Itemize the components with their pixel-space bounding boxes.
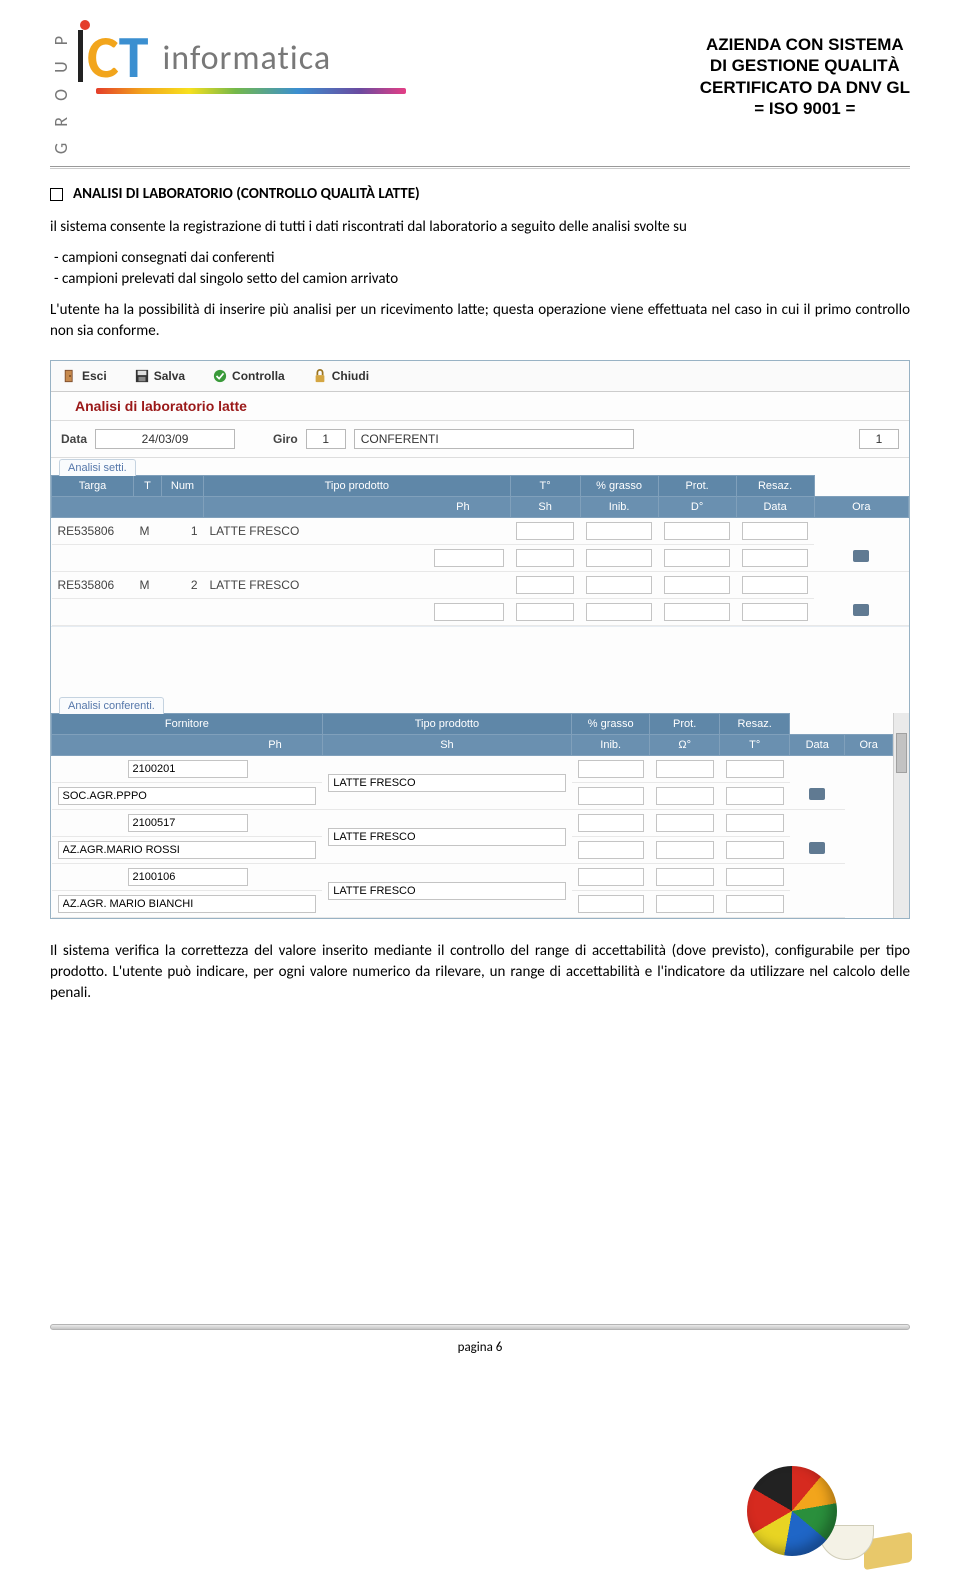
giro-label: Giro	[273, 432, 298, 446]
resaz-input[interactable]	[742, 576, 808, 594]
giro-input[interactable]	[306, 429, 346, 449]
print-icon[interactable]	[853, 550, 869, 562]
resaz-input[interactable]	[742, 522, 808, 540]
checkbox-icon	[50, 188, 63, 201]
window-title: Analisi di laboratorio latte	[51, 392, 909, 421]
print-icon[interactable]	[809, 788, 825, 800]
table-row[interactable]	[52, 810, 893, 837]
d-input[interactable]	[664, 549, 730, 567]
scroll-thumb[interactable]	[896, 733, 907, 773]
table-row[interactable]	[52, 756, 893, 783]
sh-input[interactable]	[516, 549, 574, 567]
page-header: G R O U P C T informatica AZIENDA CON SI…	[50, 30, 910, 158]
inib-input[interactable]	[578, 895, 644, 913]
floppy-icon	[135, 369, 149, 383]
globe-icon	[747, 1466, 837, 1556]
grasso-input[interactable]	[578, 814, 644, 832]
list-item: campioni prelevati dal singolo setto del…	[70, 269, 910, 290]
om-input[interactable]	[656, 787, 714, 805]
footer-divider	[50, 1324, 910, 1330]
ph-input[interactable]	[434, 603, 504, 621]
prot-input[interactable]	[656, 814, 714, 832]
code-input[interactable]	[128, 814, 248, 832]
num-input[interactable]	[859, 429, 899, 449]
paragraph-2: L'utente ha la possibilità di inserire p…	[50, 300, 910, 342]
scrollbar[interactable]	[893, 713, 909, 918]
print-icon[interactable]	[809, 842, 825, 854]
data-input[interactable]	[742, 603, 808, 621]
resaz-input[interactable]	[726, 760, 784, 778]
data-label: Data	[61, 432, 87, 446]
certification-block: AZIENDA CON SISTEMA DI GESTIONE QUALITÀ …	[700, 30, 910, 119]
logo-text: informatica	[162, 38, 331, 79]
close-button[interactable]: Chiudi	[313, 369, 369, 383]
section-title: ANALISI DI LABORATORIO (CONTROLLO QUALIT…	[50, 185, 910, 203]
table-row[interactable]	[52, 864, 893, 891]
intro-paragraph: il sistema consente la registrazione di …	[50, 217, 910, 238]
footer-illustration	[747, 1466, 940, 1556]
inib-input[interactable]	[578, 841, 644, 859]
header-divider	[50, 166, 910, 167]
tab-conferenti[interactable]: Analisi conferenti.	[59, 697, 164, 714]
type-input[interactable]	[354, 429, 634, 449]
bullet-list: campioni consegnati dai conferenti campi…	[70, 248, 910, 290]
prot-input[interactable]	[664, 576, 730, 594]
prot-input[interactable]	[664, 522, 730, 540]
grid-conferenti: Fornitore Tipo prodotto % grasso Prot. R…	[51, 713, 893, 918]
grasso-input[interactable]	[586, 522, 652, 540]
om-input[interactable]	[656, 895, 714, 913]
tipo-input[interactable]	[328, 882, 565, 900]
ph-input[interactable]	[434, 549, 504, 567]
group-vertical-text: G R O U P	[50, 30, 72, 158]
date-input[interactable]	[95, 429, 235, 449]
door-icon	[63, 369, 77, 383]
grid-setti: Targa T Num Tipo prodotto T° % grasso Pr…	[51, 475, 909, 626]
logo-block: G R O U P C T informatica	[50, 30, 494, 158]
grasso-input[interactable]	[578, 868, 644, 886]
toolbar: Esci Salva Controlla Chiudi	[51, 361, 909, 392]
t-input[interactable]	[726, 787, 784, 805]
fornitore-input[interactable]	[58, 841, 317, 859]
temp-input[interactable]	[516, 576, 574, 594]
grasso-input[interactable]	[578, 760, 644, 778]
table-row[interactable]: RE535806 M 1 LATTE FRESCO	[52, 518, 909, 545]
code-input[interactable]	[128, 868, 248, 886]
check-button[interactable]: Controlla	[213, 369, 285, 383]
resaz-input[interactable]	[726, 868, 784, 886]
logo: C T informatica	[78, 30, 406, 86]
paragraph-3: Il sistema verifica la correttezza del v…	[50, 941, 910, 1004]
table-subrow	[52, 599, 909, 626]
t-input[interactable]	[726, 895, 784, 913]
app-screenshot: Esci Salva Controlla Chiudi Analisi di l…	[50, 360, 910, 919]
save-button[interactable]: Salva	[135, 369, 185, 383]
data-input[interactable]	[742, 549, 808, 567]
fornitore-input[interactable]	[58, 787, 317, 805]
page-number: pagina 6	[50, 1340, 910, 1355]
grasso-input[interactable]	[586, 576, 652, 594]
table-subrow	[52, 545, 909, 572]
check-icon	[213, 369, 227, 383]
inib-input[interactable]	[586, 549, 652, 567]
fornitore-input[interactable]	[58, 895, 317, 913]
table-row[interactable]: RE535806 M 2 LATTE FRESCO	[52, 572, 909, 599]
inib-input[interactable]	[586, 603, 652, 621]
om-input[interactable]	[656, 841, 714, 859]
list-item: campioni consegnati dai conferenti	[70, 248, 910, 269]
tipo-input[interactable]	[328, 828, 565, 846]
prot-input[interactable]	[656, 868, 714, 886]
filter-row: Data Giro	[51, 421, 909, 458]
exit-button[interactable]: Esci	[63, 369, 107, 383]
print-icon[interactable]	[853, 604, 869, 616]
code-input[interactable]	[128, 760, 248, 778]
inib-input[interactable]	[578, 787, 644, 805]
t-input[interactable]	[726, 841, 784, 859]
temp-input[interactable]	[516, 522, 574, 540]
tab-setti[interactable]: Analisi setti.	[59, 459, 136, 476]
d-input[interactable]	[664, 603, 730, 621]
prot-input[interactable]	[656, 760, 714, 778]
sh-input[interactable]	[516, 603, 574, 621]
tipo-input[interactable]	[328, 774, 565, 792]
resaz-input[interactable]	[726, 814, 784, 832]
lock-icon	[313, 369, 327, 383]
